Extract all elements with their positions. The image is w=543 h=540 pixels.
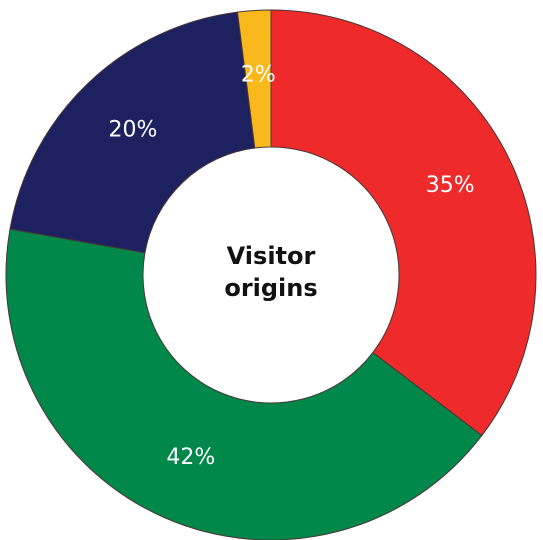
data-label: 35%	[426, 173, 475, 198]
donut-segment	[5, 228, 483, 540]
data-label: 42%	[166, 445, 215, 470]
donut-segment	[270, 9, 537, 437]
data-label: 2%	[241, 62, 276, 87]
chart-title: Visitor origins	[224, 242, 318, 302]
data-label: 20%	[109, 117, 158, 142]
donut-segment	[236, 9, 272, 149]
donut-segment	[9, 11, 256, 254]
